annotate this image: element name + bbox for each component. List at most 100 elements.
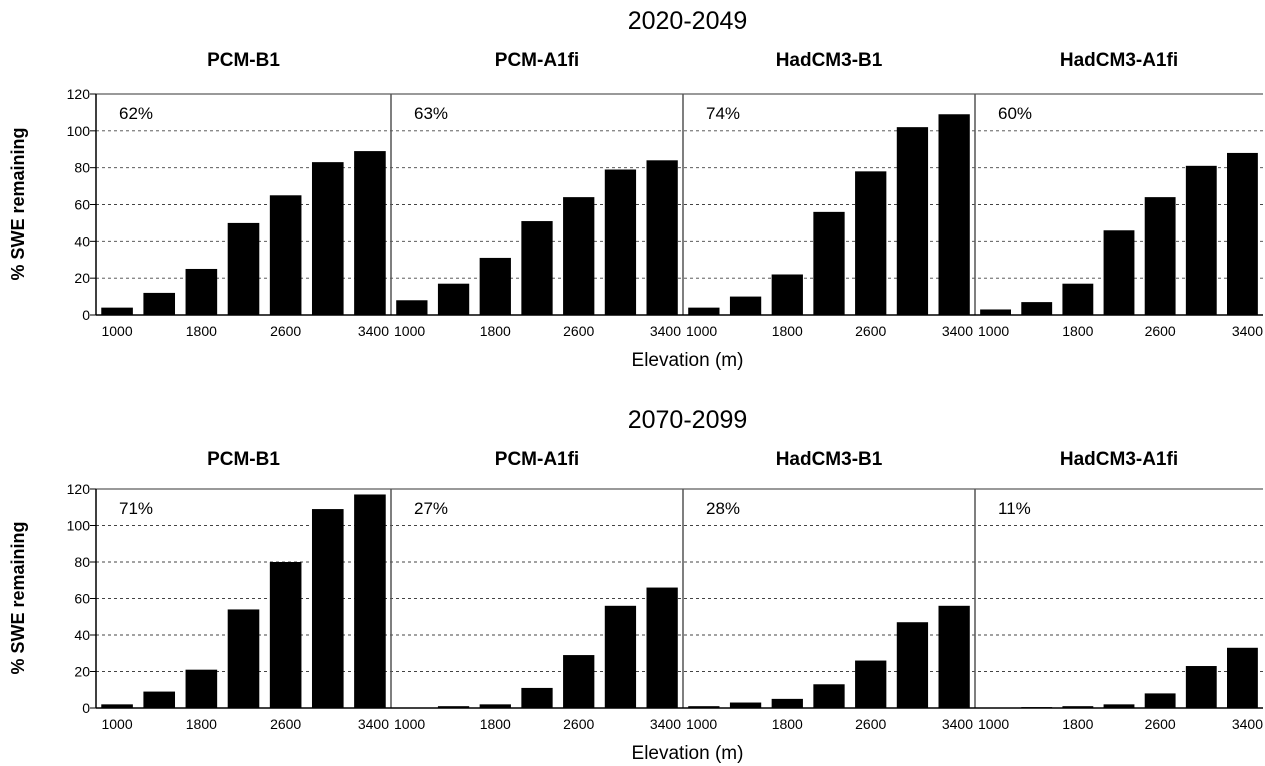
bar [646, 587, 678, 708]
bar [563, 197, 595, 315]
bar [604, 605, 637, 708]
x-tick-label: 3400 [1232, 323, 1263, 339]
bar [437, 706, 470, 708]
x-tick-label: 1000 [686, 323, 717, 339]
bar [855, 171, 887, 315]
y-tick-label: 0 [82, 700, 90, 716]
x-tick-label: 1800 [772, 323, 803, 339]
panel-title: HadCM3-A1fi [1060, 50, 1178, 71]
bar [688, 706, 720, 708]
x-tick-label: 1000 [101, 323, 132, 339]
x-tick-label: 1000 [394, 716, 425, 732]
x-tick-label: 1000 [978, 323, 1009, 339]
y-tick-label: 60 [74, 197, 90, 213]
x-tick-label: 1800 [480, 716, 511, 732]
bar [354, 151, 386, 315]
bar [479, 257, 511, 315]
y-tick-label: 20 [74, 270, 90, 286]
x-tick-label: 2600 [563, 323, 594, 339]
panel-percent-label: 63% [414, 104, 448, 123]
x-tick-label: 2600 [1145, 323, 1176, 339]
bar [1062, 706, 1094, 708]
y-tick-label: 80 [74, 554, 90, 570]
y-tick-label: 120 [67, 86, 91, 102]
x-tick-label: 3400 [1232, 716, 1263, 732]
x-tick-label: 3400 [358, 323, 389, 339]
bar [1021, 302, 1053, 315]
bar [1144, 197, 1176, 315]
bar [771, 274, 803, 315]
panel-title: PCM-A1fi [495, 50, 579, 71]
panel-title: PCM-B1 [207, 50, 280, 71]
x-tick-label: 2600 [855, 323, 886, 339]
bar [896, 622, 929, 708]
x-tick-label: 3400 [358, 716, 389, 732]
bar [1103, 704, 1135, 708]
x-tick-label: 1000 [686, 716, 717, 732]
bar [185, 268, 218, 315]
panel-percent-label: 71% [119, 499, 153, 518]
bar [269, 562, 302, 708]
x-tick-label: 2600 [855, 716, 886, 732]
bar [479, 704, 511, 708]
bar [269, 195, 302, 315]
x-tick-label: 1800 [772, 716, 803, 732]
bar [521, 221, 553, 315]
y-tick-label: 20 [74, 664, 90, 680]
x-tick-label: 2600 [270, 323, 301, 339]
bar [521, 687, 553, 708]
x-tick-label: 2600 [270, 716, 301, 732]
bar [1185, 165, 1217, 315]
bar [771, 698, 803, 708]
bar [101, 307, 133, 315]
bar [1144, 693, 1176, 708]
bar [938, 114, 970, 315]
x-tick-label: 3400 [942, 323, 973, 339]
bar [354, 494, 386, 708]
bar [896, 127, 929, 316]
panel-percent-label: 62% [119, 104, 153, 123]
bar [855, 660, 887, 708]
bar [185, 669, 218, 708]
x-tick-label: 2600 [563, 716, 594, 732]
bar [227, 609, 260, 708]
y-tick-label: 80 [74, 160, 90, 176]
y-tick-label: 40 [74, 627, 90, 643]
bar [1103, 230, 1135, 315]
x-tick-label: 2600 [1145, 716, 1176, 732]
bar [396, 300, 428, 315]
x-tick-label: 1800 [1062, 716, 1093, 732]
bar [311, 162, 344, 315]
y-tick-label: 120 [67, 481, 91, 497]
bar [729, 702, 762, 708]
bar [563, 655, 595, 708]
bar [1185, 666, 1217, 708]
x-tick-label: 1000 [394, 323, 425, 339]
x-tick-label: 1800 [480, 323, 511, 339]
y-tick-label: 40 [74, 233, 90, 249]
x-tick-label: 1800 [186, 716, 217, 732]
bar [813, 684, 845, 708]
bar [813, 211, 845, 315]
y-tick-label: 60 [74, 591, 90, 607]
y-axis-label-1: % SWE remaining [8, 521, 28, 674]
panel-title: PCM-B1 [207, 449, 280, 470]
bar [101, 704, 133, 708]
y-tick-label: 100 [67, 518, 91, 534]
bar [1062, 283, 1094, 315]
row-title-1: 2070-2099 [628, 406, 748, 434]
panel-percent-label: 74% [706, 104, 740, 123]
panel-title: HadCM3-A1fi [1060, 449, 1178, 470]
bar [646, 160, 678, 315]
bar [143, 691, 176, 708]
row-title-0: 2020-2049 [628, 7, 748, 35]
bar [1227, 152, 1258, 315]
x-tick-label: 1800 [1062, 323, 1093, 339]
y-tick-label: 0 [82, 307, 90, 323]
bar [143, 292, 176, 315]
bar [980, 309, 1011, 315]
bar [938, 605, 970, 708]
bar [604, 169, 637, 315]
panel-percent-label: 28% [706, 499, 740, 518]
